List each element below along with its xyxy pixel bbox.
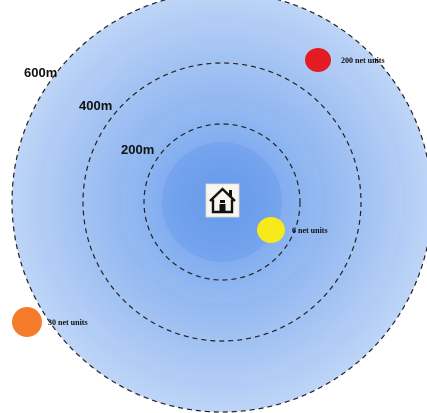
ring-label-400m: 400m (79, 98, 112, 113)
ring-label-600m: 600m (24, 65, 57, 80)
ring-600m (11, 0, 427, 413)
marker-200-net-units: 200 net units (305, 48, 385, 72)
marker-6-net-units: 6 net units (257, 217, 328, 243)
ring-label-200m: 200m (121, 142, 154, 157)
red-dot-icon (305, 48, 331, 72)
yellow-dot-icon (257, 217, 285, 243)
ring-400m (82, 62, 362, 342)
marker-label: 6 net units (292, 226, 328, 235)
marker-label: 30 net units (48, 318, 88, 327)
home-icon (205, 183, 240, 218)
marker-label: 200 net units (341, 56, 385, 65)
marker-30-net-units: 30 net units (12, 307, 88, 337)
ring-200m (143, 123, 301, 281)
orange-dot-icon (12, 307, 42, 337)
